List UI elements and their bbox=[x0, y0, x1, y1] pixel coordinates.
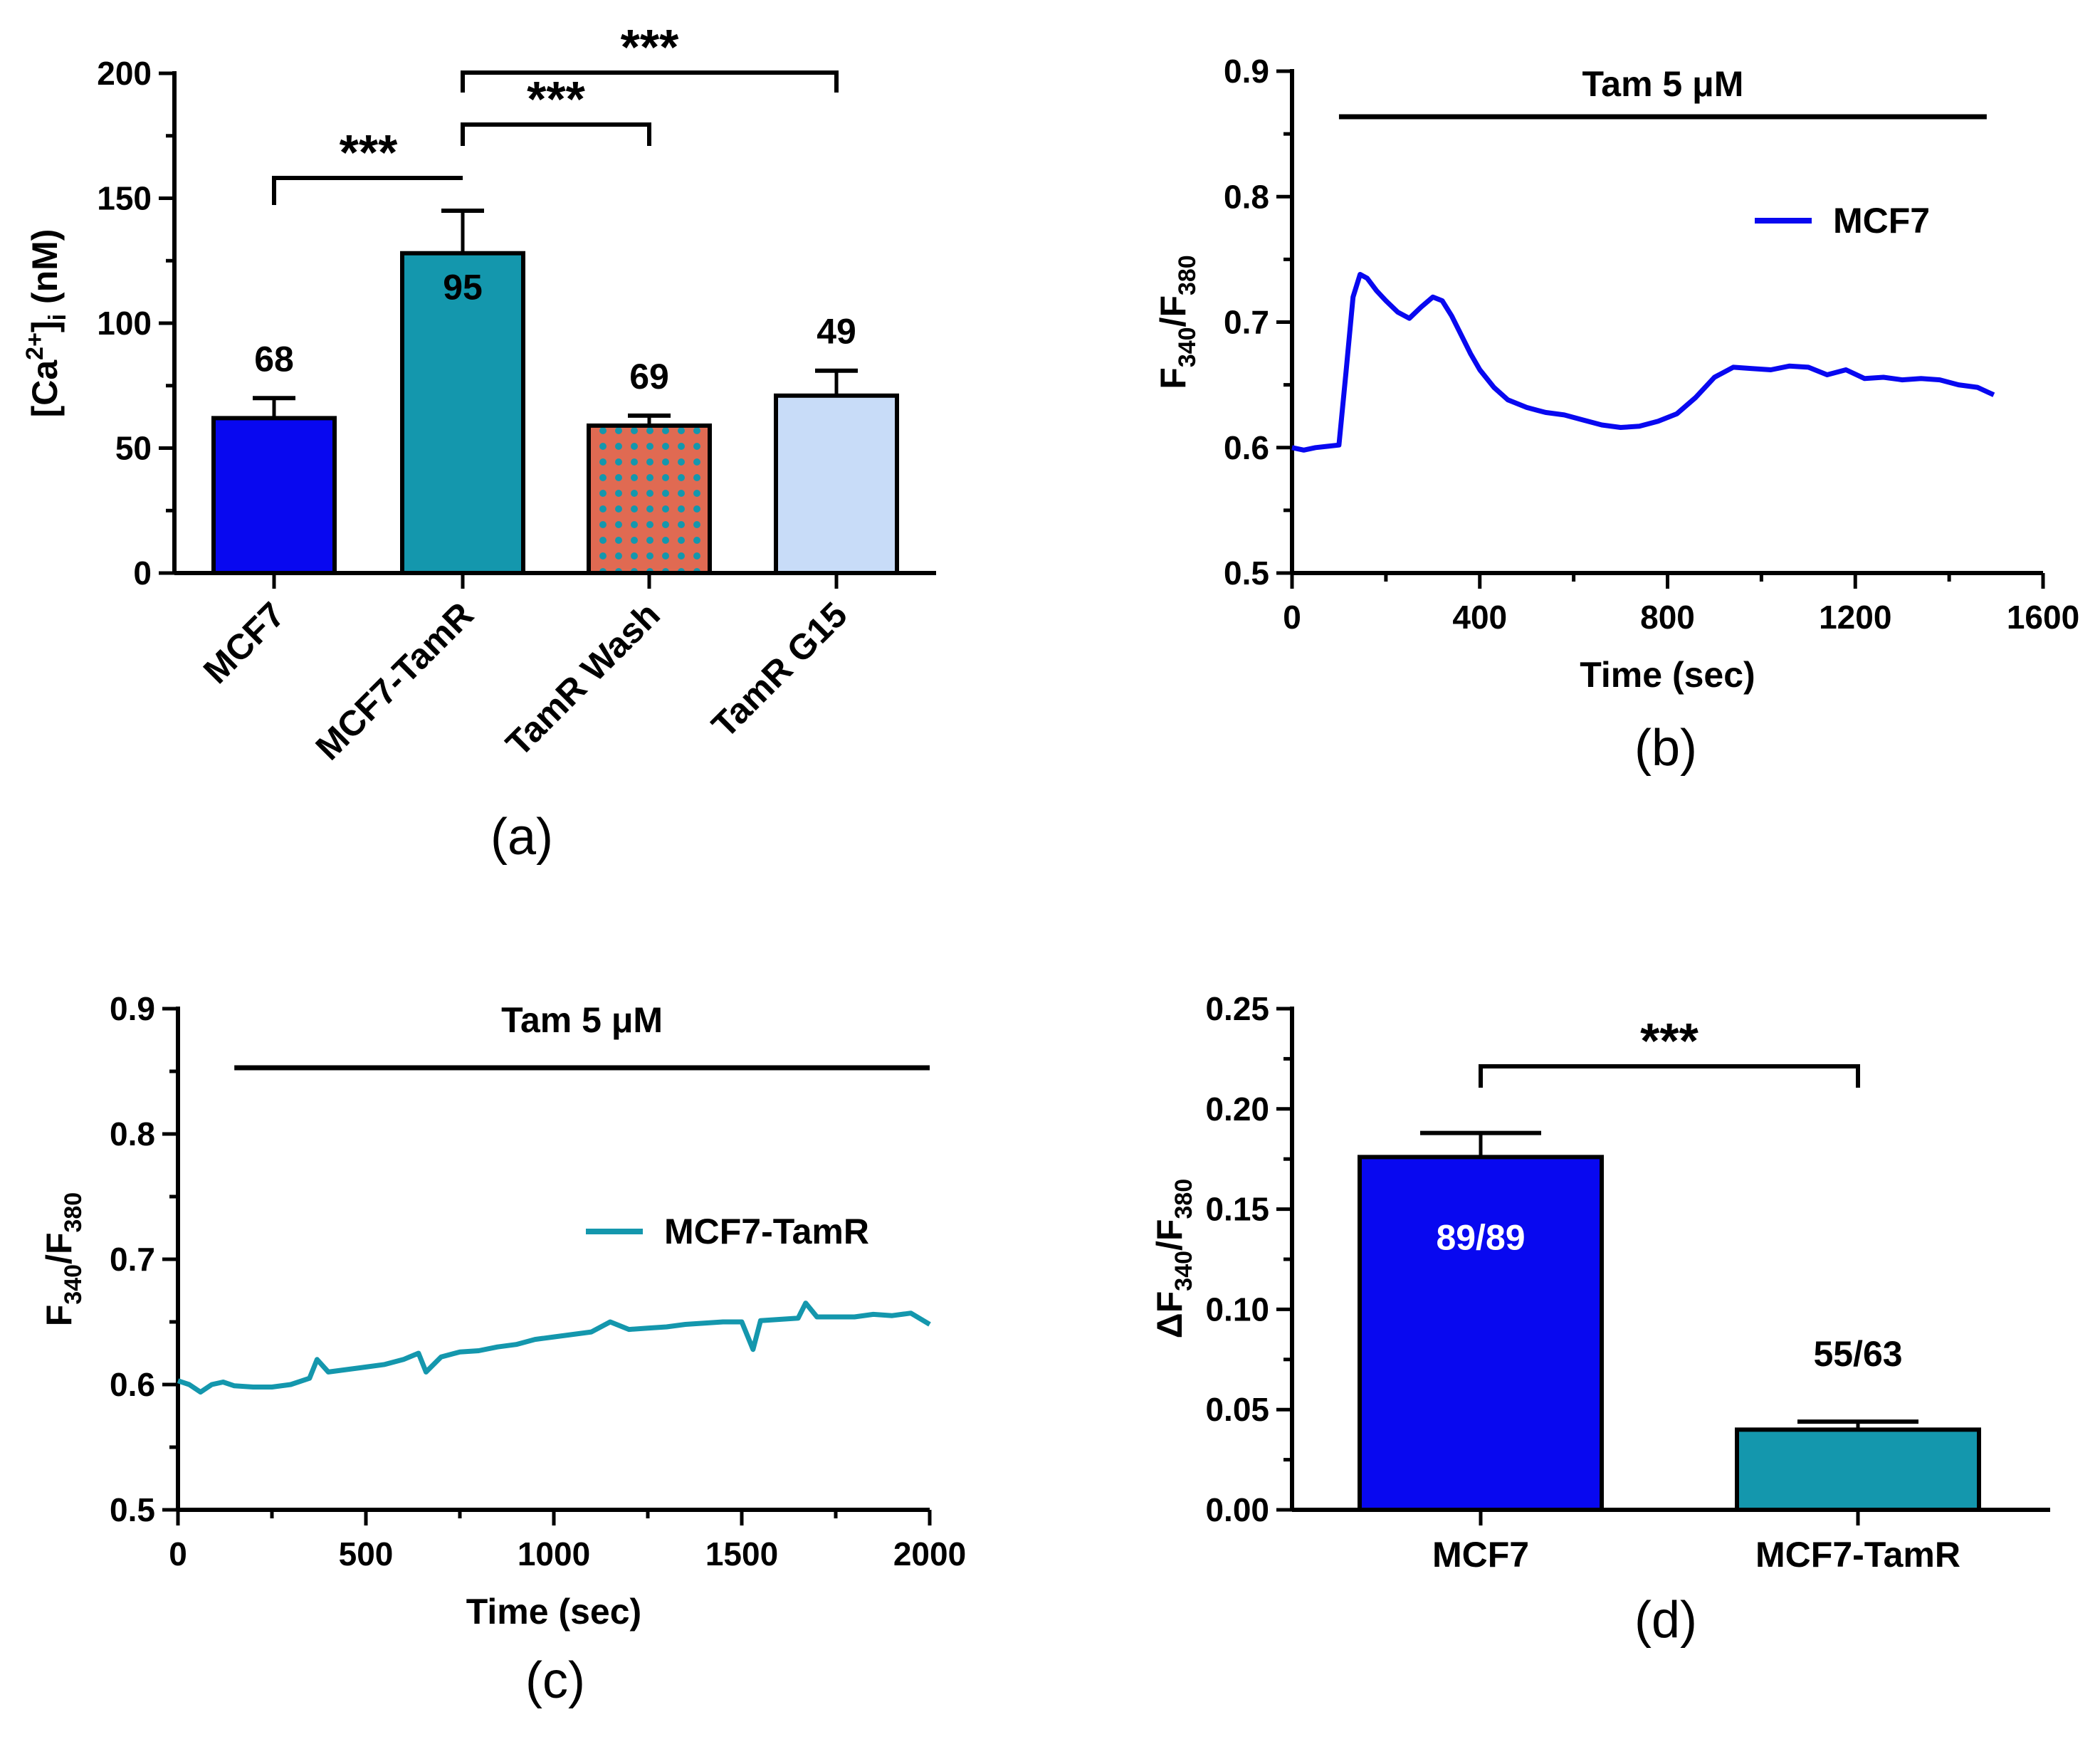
panel-c-x-tick-label: 1000 bbox=[518, 1535, 590, 1572]
panel-c-x-tick-label: 2000 bbox=[893, 1535, 966, 1572]
panel-d-significance-stars: *** bbox=[1640, 1013, 1699, 1068]
panel-a-x-tick-label: TamR G15 bbox=[704, 594, 855, 745]
panel-d-significance-bracket bbox=[1479, 1064, 1860, 1088]
panel-a-significance-stars: *** bbox=[621, 19, 679, 75]
panel-a-bar-mcf7 bbox=[211, 416, 337, 575]
panel-d-n-label: 89/89 bbox=[1436, 1217, 1525, 1257]
panel-b-y-title-f2: /F bbox=[1153, 295, 1193, 327]
panel-c-y-tick-label: 0.6 bbox=[110, 1366, 155, 1403]
panel-d-y-title-f1: F bbox=[1150, 1291, 1190, 1313]
panel-a-y-tick-label: 50 bbox=[115, 430, 152, 467]
panel-b-y-tick-label: 0.8 bbox=[1224, 178, 1269, 215]
panel-c-treatment-label: Tam 5 μM bbox=[501, 1000, 663, 1040]
panel-a-significance-stars: *** bbox=[340, 125, 398, 180]
panel-d-chart: 0.00 0.05 0.10 0.15 0.20 0.25 MCF7 MCF7-TamR 89/… bbox=[1150, 990, 2050, 1649]
panel-a-bar-tamr-wash bbox=[587, 423, 712, 575]
panel-c-y-title-f2: /F bbox=[39, 1233, 79, 1264]
panel-c-y-tick-label: 0.7 bbox=[110, 1241, 155, 1278]
panel-d-y-tick-label: 0.00 bbox=[1205, 1491, 1269, 1528]
panel-c-y-tick-label: 0.9 bbox=[110, 990, 155, 1027]
panel-b-y-axis-title: F340/F380 bbox=[1153, 255, 1201, 389]
panel-a-x-tick-label: TamR Wash bbox=[498, 594, 668, 764]
panel-c-x-tick-label: 1500 bbox=[705, 1535, 778, 1572]
panel-c-x-tick-label: 500 bbox=[339, 1535, 394, 1572]
panel-c-y-tick-label: 0.8 bbox=[110, 1115, 155, 1152]
panel-b-y-tick-label: 0.7 bbox=[1224, 304, 1269, 341]
panel-b-x-tick-label: 800 bbox=[1640, 599, 1695, 636]
panel-d-y-tick-label: 0.15 bbox=[1205, 1191, 1269, 1228]
panel-b-y-title-sub1: 340 bbox=[1174, 327, 1201, 367]
panel-a-y-title-ca: [Ca bbox=[25, 359, 65, 418]
panel-d-y-tick-label: 0.20 bbox=[1205, 1091, 1269, 1128]
panel-a-bar-mcf7-tamr bbox=[400, 251, 525, 575]
panel-d-y-tick-label: 0.25 bbox=[1205, 990, 1269, 1027]
panel-c-chart: 0.5 0.6 0.7 0.8 0.9 0 500 1000 1500 2000 Tam 5 μM M… bbox=[39, 990, 966, 1709]
panel-b-y-tick-label: 0.5 bbox=[1224, 555, 1269, 592]
panel-d-y-title-sub1: 340 bbox=[1170, 1251, 1197, 1291]
panel-a-x-tick-label: MCF7-TamR bbox=[308, 594, 481, 767]
panel-a-y-tick-label: 150 bbox=[97, 180, 152, 217]
panel-c-y-title-sub2: 380 bbox=[60, 1192, 87, 1233]
panel-a-significance-bracket bbox=[461, 70, 839, 93]
panel-a-y-title-bracket: ] bbox=[25, 320, 65, 332]
panel-a-y-title-unit: (nM) bbox=[25, 229, 65, 314]
panel-d-x-tick-label: MCF7 bbox=[1432, 1535, 1529, 1575]
panel-c-x-axis-title: Time (sec) bbox=[466, 1592, 641, 1632]
panel-c-y-title-sub1: 340 bbox=[60, 1264, 87, 1305]
panel-b-panel-label: (b) bbox=[1634, 720, 1697, 777]
panel-b-treatment-label: Tam 5 μM bbox=[1582, 64, 1743, 104]
panel-d-y-tick-label: 0.10 bbox=[1205, 1291, 1269, 1328]
panel-a-panel-label: (a) bbox=[490, 809, 553, 866]
panel-a-y-axis-title: [Ca2+]i (nM) bbox=[21, 229, 71, 418]
panel-a-bar-tamr-g15 bbox=[774, 393, 899, 575]
panel-a-x-tick-label: MCF7 bbox=[196, 594, 293, 691]
panel-c-legend-label: MCF7-TamR bbox=[664, 1212, 869, 1251]
panel-a-n-label: 95 bbox=[443, 268, 483, 308]
panel-a-n-label: 69 bbox=[629, 357, 669, 396]
panel-c-y-axis-title: F340/F380 bbox=[39, 1192, 87, 1326]
panel-a-chart: 0 50 100 150 200 MCF7 68 MCF7-TamR 95 TamR Wash 69… bbox=[21, 19, 936, 866]
panel-d-bar-mcf7-tamr bbox=[1735, 1427, 1981, 1512]
panel-b-x-tick-label: 0 bbox=[1283, 599, 1301, 636]
panel-b-legend-label: MCF7 bbox=[1833, 201, 1930, 241]
panel-d-y-title-delta: Δ bbox=[1150, 1313, 1190, 1338]
panel-d-y-title-sub2: 380 bbox=[1170, 1179, 1197, 1219]
panel-a-significance-bracket bbox=[272, 176, 463, 205]
panel-b-y-title-f1: F bbox=[1153, 367, 1193, 389]
panel-b-y-tick-label: 0.6 bbox=[1224, 429, 1269, 466]
panel-d-y-axis-title: ΔF340/F380 bbox=[1150, 1179, 1197, 1338]
panel-d-n-label: 55/63 bbox=[1813, 1334, 1902, 1374]
panel-a-y-title-sub: i bbox=[44, 314, 71, 320]
panel-a-y-tick-label: 200 bbox=[97, 55, 152, 92]
panel-d-x-tick-label: MCF7-TamR bbox=[1755, 1535, 1960, 1575]
panel-c-y-title-f1: F bbox=[39, 1305, 79, 1327]
panel-a-y-title-sup: 2+ bbox=[21, 332, 48, 360]
panel-a-significance-stars: *** bbox=[527, 71, 585, 127]
panel-b-x-tick-label: 1200 bbox=[1819, 599, 1891, 636]
panel-b-x-tick-label: 400 bbox=[1452, 599, 1507, 636]
panel-b-x-tick-label: 1600 bbox=[2007, 599, 2079, 636]
panel-c-x-tick-label: 0 bbox=[169, 1535, 187, 1572]
panel-c-y-tick-label: 0.5 bbox=[110, 1491, 155, 1528]
panel-b-chart: 0.5 0.6 0.7 0.8 0.9 0 400 800 1200 1600 Tam 5 μM MC… bbox=[1153, 53, 2079, 777]
panel-c-panel-label: (c) bbox=[525, 1652, 585, 1709]
panel-c-series-line bbox=[177, 1301, 931, 1395]
panel-b-y-title-sub2: 380 bbox=[1174, 255, 1201, 295]
panel-b-series-line bbox=[1291, 272, 1995, 453]
panel-b-x-axis-title: Time (sec) bbox=[1580, 655, 1755, 695]
panel-a-n-label: 49 bbox=[817, 312, 856, 352]
panel-a-y-tick-label: 0 bbox=[133, 555, 152, 592]
panel-b-y-tick-label: 0.9 bbox=[1224, 53, 1269, 90]
panel-d-y-title-f2: /F bbox=[1150, 1219, 1190, 1251]
panel-a-n-label: 68 bbox=[254, 339, 294, 379]
panel-d-bar-mcf7 bbox=[1358, 1155, 1604, 1513]
panel-a-y-tick-label: 100 bbox=[97, 305, 152, 342]
panel-a-significance-bracket bbox=[461, 122, 651, 146]
panel-d-panel-label: (d) bbox=[1634, 1592, 1697, 1649]
panel-d-y-tick-label: 0.05 bbox=[1205, 1391, 1269, 1428]
